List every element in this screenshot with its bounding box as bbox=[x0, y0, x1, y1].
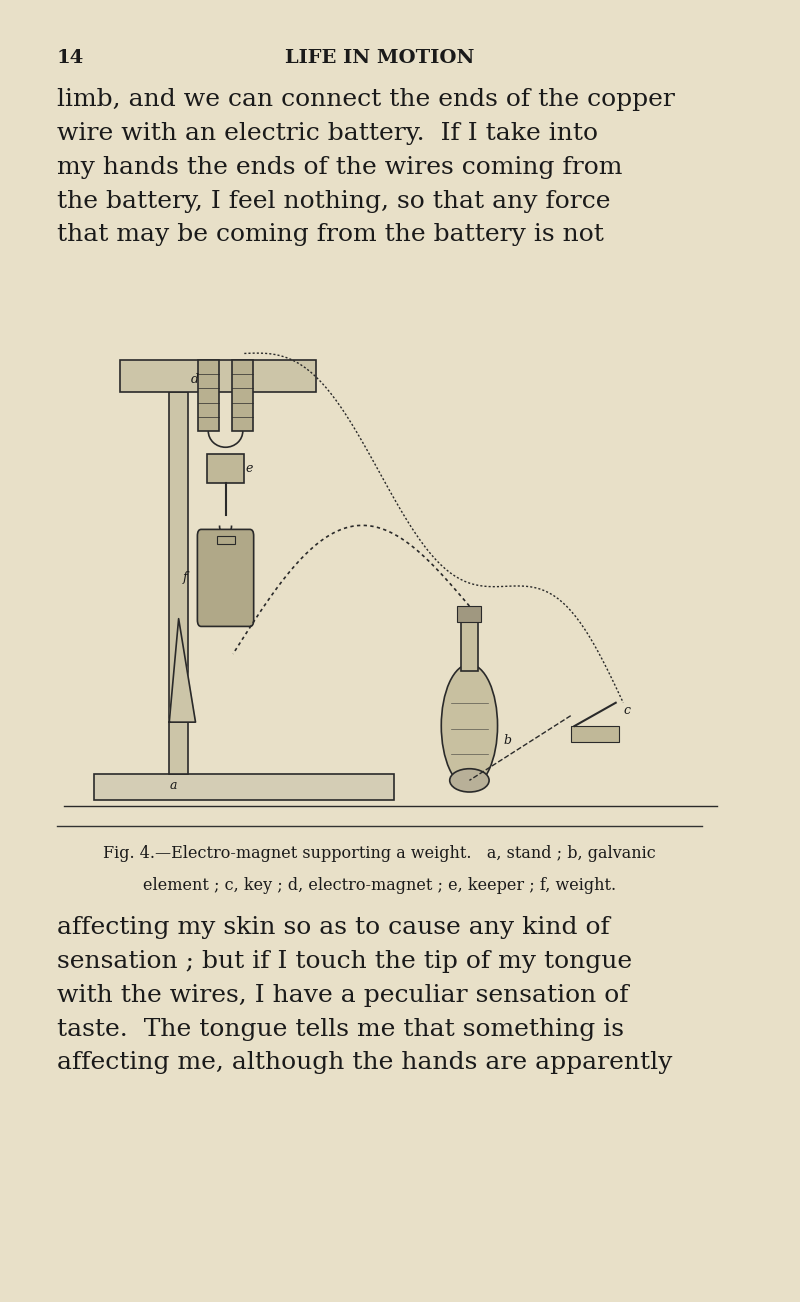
Bar bbox=[94, 773, 394, 799]
Text: d: d bbox=[190, 372, 198, 385]
Bar bbox=[198, 359, 218, 431]
Text: c: c bbox=[623, 704, 630, 717]
Text: element ; c, key ; d, electro-magnet ; e, keeper ; f, weight.: element ; c, key ; d, electro-magnet ; e… bbox=[143, 878, 616, 894]
Ellipse shape bbox=[442, 664, 498, 788]
Polygon shape bbox=[170, 618, 195, 723]
Text: b: b bbox=[503, 734, 511, 747]
Text: limb, and we can connect the ends of the copper
wire with an electric battery.  : limb, and we can connect the ends of the… bbox=[57, 89, 674, 246]
Bar bbox=[217, 536, 234, 544]
Bar bbox=[458, 605, 482, 621]
Text: 14: 14 bbox=[57, 49, 84, 68]
Bar bbox=[570, 727, 619, 742]
Bar bbox=[121, 359, 315, 392]
Text: affecting my skin so as to cause any kind of
sensation ; but if I touch the tip : affecting my skin so as to cause any kin… bbox=[57, 917, 672, 1074]
Bar bbox=[206, 454, 244, 483]
Text: LIFE IN MOTION: LIFE IN MOTION bbox=[285, 49, 474, 68]
Bar bbox=[170, 392, 188, 773]
FancyBboxPatch shape bbox=[198, 530, 254, 626]
Text: e: e bbox=[245, 462, 253, 475]
Text: Fig. 4.—Electro-magnet supporting a weight.   a, stand ; b, galvanic: Fig. 4.—Electro-magnet supporting a weig… bbox=[103, 845, 656, 862]
Bar bbox=[461, 621, 478, 671]
Ellipse shape bbox=[450, 768, 489, 792]
Text: f: f bbox=[182, 572, 187, 585]
Text: a: a bbox=[170, 780, 177, 793]
Bar bbox=[232, 359, 254, 431]
